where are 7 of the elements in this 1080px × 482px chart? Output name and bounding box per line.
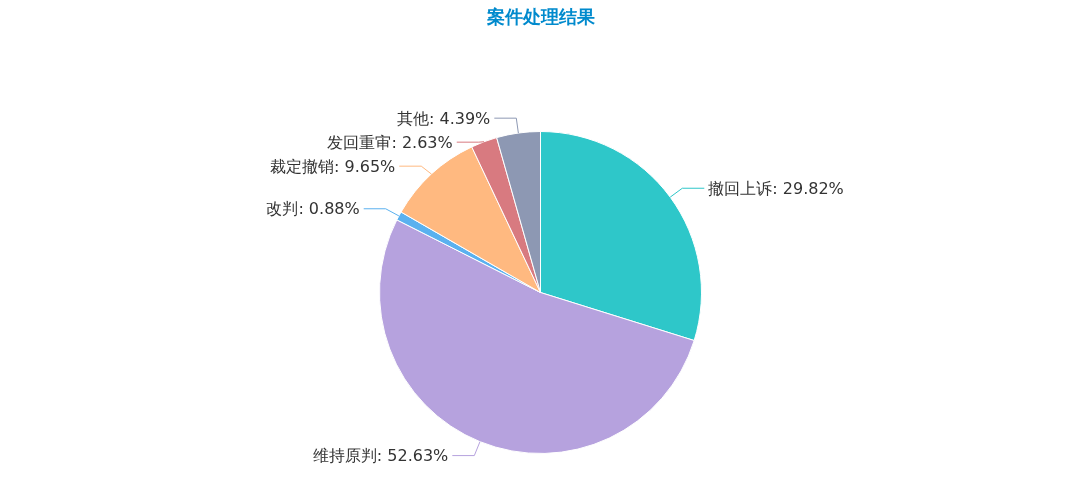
slice-label: 发回重审: 2.63% [327, 132, 453, 152]
slice-label: 撤回上诉: 29.82% [708, 178, 844, 198]
slice-label: 改判: 0.88% [266, 199, 360, 219]
slice-label: 其他: 4.39% [397, 108, 491, 128]
slice-label: 维持原判: 52.63% [312, 446, 449, 466]
slice-label: 裁定撤销: 9.65% [269, 156, 396, 176]
chart-title: 案件处理结果 [485, 6, 596, 27]
